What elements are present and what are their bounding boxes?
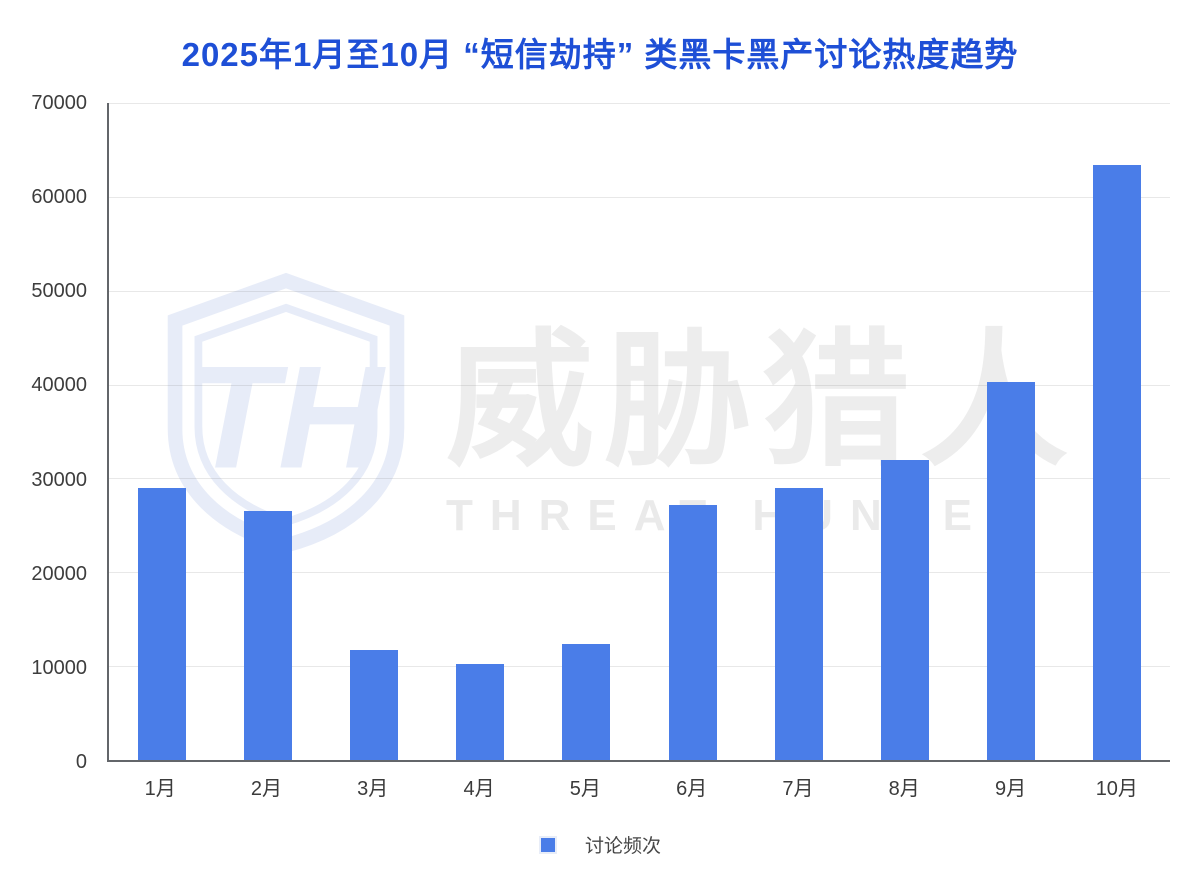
x-tick-label: 6月: [676, 778, 708, 800]
gridline: [109, 384, 1170, 386]
bar-slot-4月: [427, 103, 533, 760]
y-tick-label: 20000: [31, 562, 87, 585]
legend-label[interactable]: 讨论频次: [584, 836, 661, 857]
bar-slot-3月: [321, 103, 427, 760]
x-tick-label: 9月: [994, 778, 1027, 800]
x-axis-labels: 1月 2月 3月 4月 5月 6月 7月 8月 9月 10月: [107, 772, 1170, 801]
y-tick-label: 40000: [31, 374, 87, 397]
bar-3月[interactable]: [350, 650, 399, 760]
bar-slot-10月: [1064, 103, 1170, 760]
y-tick-label: 0: [75, 751, 87, 773]
bar-8月[interactable]: [880, 459, 929, 760]
bar-1月[interactable]: [138, 487, 187, 760]
plot-area: [107, 103, 1170, 762]
gridline: [109, 196, 1170, 198]
legend-swatch-icon[interactable]: [538, 835, 557, 854]
x-tick-label: 4月: [463, 778, 495, 800]
x-tick-label: 2月: [250, 778, 282, 800]
y-tick-label: 30000: [31, 468, 87, 491]
x-tick-label: 7月: [782, 778, 814, 800]
x-tick-label: 8月: [888, 778, 920, 800]
legend[interactable]: 讨论频次: [0, 831, 1200, 858]
y-tick-label: 60000: [31, 186, 87, 209]
gridline: [109, 478, 1170, 480]
gridline: [109, 103, 1170, 104]
x-tick-label: 5月: [569, 778, 601, 800]
x-tick-label: 1月: [144, 778, 176, 800]
bar-slot-9月: [958, 103, 1064, 760]
x-tick-label: 3月: [357, 778, 389, 800]
gridline: [109, 666, 1170, 668]
chart-title: 2025年1月至10月 “短信劫持” 类黑卡黑产讨论热度趋势: [181, 36, 1019, 73]
bar-slot-8月: [852, 103, 958, 760]
bar-slot-2月: [215, 103, 321, 760]
y-axis-labels: 0 10000 20000 30000 40000 50000 60000 70000: [0, 93, 97, 772]
bar-slot-5月: [533, 103, 639, 760]
y-tick-label: 70000: [31, 92, 87, 114]
bar-2月[interactable]: [244, 511, 293, 760]
gridline: [109, 572, 1170, 574]
y-tick-label: 10000: [31, 656, 87, 679]
bar-10月[interactable]: [1092, 164, 1141, 760]
bar-7月[interactable]: [774, 487, 823, 760]
bar-slot-1月: [109, 103, 215, 760]
gridline: [109, 290, 1170, 292]
y-tick-label: 50000: [31, 280, 87, 303]
bar-slot-6月: [639, 103, 745, 760]
x-tick-label: 10月: [1095, 778, 1138, 800]
bar-6月[interactable]: [668, 504, 717, 760]
bar-4月[interactable]: [456, 664, 505, 760]
bar-5月[interactable]: [562, 643, 611, 760]
bars: [109, 103, 1170, 760]
bar-9月[interactable]: [986, 381, 1035, 760]
bar-slot-7月: [746, 103, 852, 760]
